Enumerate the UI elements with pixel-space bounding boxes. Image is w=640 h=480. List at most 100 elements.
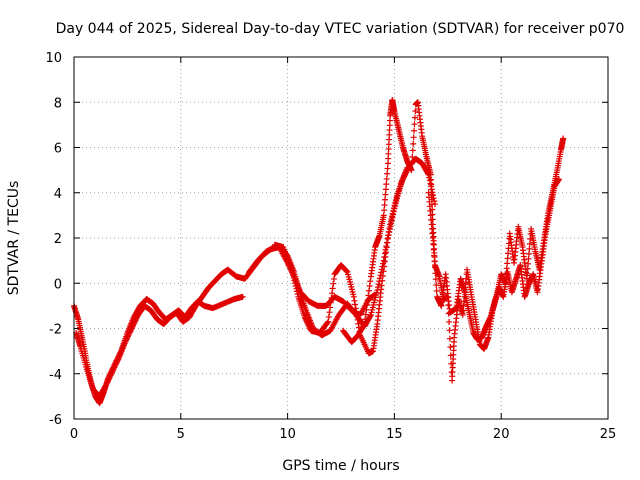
data-point <box>108 369 115 376</box>
data-point <box>355 320 362 327</box>
data-point <box>288 266 295 273</box>
data-point <box>304 320 311 327</box>
data-point <box>386 229 393 236</box>
x-tick-label: 25 <box>600 427 617 442</box>
data-point <box>555 176 562 183</box>
data-point <box>114 357 121 364</box>
data-point <box>378 282 385 289</box>
x-axis-label: GPS time / hours <box>282 458 399 474</box>
data-point <box>292 280 299 287</box>
chart-title: Day 044 of 2025, Sidereal Day-to-day VTE… <box>56 21 625 37</box>
satellite-track-6 <box>425 176 562 343</box>
data-point <box>446 327 453 334</box>
data-point <box>105 376 112 383</box>
data-point <box>292 282 299 289</box>
data-point <box>411 121 418 128</box>
data-point <box>374 287 381 294</box>
data-point <box>327 299 334 306</box>
data-point <box>367 313 374 320</box>
data-point <box>327 304 334 311</box>
data-point <box>374 284 381 291</box>
data-point <box>560 135 567 142</box>
data-point <box>410 140 417 147</box>
data-point <box>302 315 309 322</box>
data-point <box>124 335 131 342</box>
data-point <box>354 313 361 320</box>
data-point <box>303 318 310 325</box>
data-point <box>380 212 387 219</box>
data-point <box>379 273 386 280</box>
y-tick-label: 0 <box>54 277 62 292</box>
x-tick-label: 15 <box>386 427 403 442</box>
data-point <box>352 301 359 308</box>
data-point <box>380 257 387 264</box>
data-point <box>132 317 139 324</box>
data-point <box>124 333 131 340</box>
x-tick-label: 0 <box>70 427 78 442</box>
data-point <box>446 335 453 342</box>
y-tick-label: -4 <box>49 368 62 383</box>
axis-ticks: 0 5 10 15 20 25 -6 -4 -2 0 2 4 6 8 10 <box>45 51 616 442</box>
data-point <box>365 287 372 294</box>
data-point <box>115 356 122 363</box>
data-point <box>432 270 439 277</box>
data-point <box>387 223 394 230</box>
data-point <box>290 274 297 281</box>
data-point <box>382 196 389 203</box>
data-point <box>305 322 312 329</box>
data-point <box>343 267 350 274</box>
data-point <box>388 217 395 224</box>
x-tick-label: 5 <box>177 427 185 442</box>
data-point <box>382 254 389 261</box>
data-point <box>447 344 454 351</box>
data-point <box>123 336 130 343</box>
data-point <box>381 207 388 214</box>
data-point <box>112 363 119 370</box>
data-point <box>111 364 118 371</box>
data-point <box>306 323 313 330</box>
data-point <box>366 282 373 289</box>
data-point <box>329 290 336 297</box>
data-point <box>131 320 138 327</box>
y-tick-label: 8 <box>54 96 62 111</box>
data-point <box>430 246 437 253</box>
data-point <box>129 322 136 329</box>
data-point <box>388 220 395 227</box>
data-point <box>122 339 129 346</box>
data-point <box>128 326 135 333</box>
data-point <box>239 293 246 300</box>
data-point <box>107 372 114 379</box>
data-point <box>363 306 370 313</box>
data-point <box>383 249 390 256</box>
data-point <box>384 235 391 241</box>
data-point <box>433 282 440 289</box>
data-point <box>383 181 390 188</box>
y-tick-label: 6 <box>54 142 62 157</box>
data-point <box>381 263 388 270</box>
data-point <box>126 329 133 336</box>
data-point <box>112 361 119 368</box>
data-point <box>110 365 117 372</box>
data-point <box>384 165 391 172</box>
data-point <box>411 127 418 134</box>
data-point <box>302 316 309 323</box>
grid-lines <box>74 57 608 419</box>
data-point <box>353 309 360 316</box>
data-point <box>126 330 133 337</box>
data-point <box>325 318 332 325</box>
data-point <box>290 272 297 279</box>
data-marks <box>71 96 567 407</box>
data-point <box>381 201 388 208</box>
data-point <box>367 278 374 285</box>
data-point <box>410 134 417 141</box>
data-point <box>446 318 453 325</box>
y-tick-label: -2 <box>49 323 62 338</box>
data-point <box>330 275 337 282</box>
data-point <box>385 232 392 239</box>
data-point <box>127 328 134 335</box>
satellite-track-4 <box>271 164 411 357</box>
data-point <box>365 292 372 299</box>
data-point <box>289 269 296 276</box>
data-point <box>354 316 361 323</box>
